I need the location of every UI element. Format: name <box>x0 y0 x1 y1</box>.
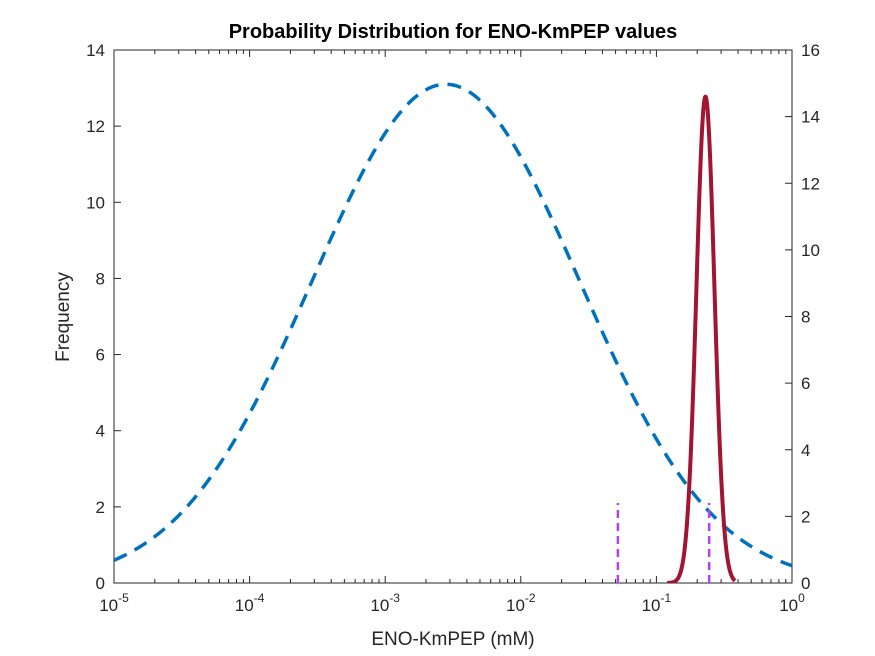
y-left-tick-label: 14 <box>86 41 105 60</box>
x-tick-exponent: -4 <box>254 591 265 605</box>
x-tick-base: 10 <box>99 596 118 615</box>
series-line-2 <box>665 94 737 583</box>
y-right-tick-label: 4 <box>801 441 810 460</box>
y-right-tick-label: 12 <box>801 174 820 193</box>
chart-title: Probability Distribution for ENO-KmPEP v… <box>229 21 678 43</box>
x-tick-label: 100 <box>779 591 805 615</box>
x-tick-base: 10 <box>235 596 254 615</box>
x-tick-exponent: -1 <box>661 591 672 605</box>
y-left-tick-label: 4 <box>96 422 105 441</box>
y-left-tick-label: 12 <box>86 117 105 136</box>
y-right-tick-label: 10 <box>801 241 820 260</box>
y-left-tick-label: 2 <box>96 498 105 517</box>
x-tick-base: 10 <box>370 596 389 615</box>
y-right-tick-label: 0 <box>801 574 810 593</box>
y-left-tick-label: 0 <box>96 574 105 593</box>
y-left-tick-label: 6 <box>96 346 105 365</box>
y-right-tick-label: 8 <box>801 308 810 327</box>
x-tick-base: 10 <box>779 596 798 615</box>
y-right-tick-label: 2 <box>801 507 810 526</box>
x-tick-exponent: -3 <box>389 591 400 605</box>
y-right-tick-label: 14 <box>801 108 820 127</box>
plot-area: 10-5 10-4 10-3 10-2 10-1 10002468101214024681… <box>86 41 820 615</box>
x-tick-label: 10-5 <box>99 591 129 615</box>
y-left-tick-label: 8 <box>96 269 105 288</box>
x-tick-base: 10 <box>506 596 525 615</box>
x-tick-label: 10-4 <box>235 591 265 615</box>
x-tick-exponent: -2 <box>525 591 536 605</box>
x-tick-exponent: -5 <box>118 591 129 605</box>
x-tick-label: 10-2 <box>506 591 536 615</box>
x-tick-exponent: 0 <box>798 591 805 605</box>
x-tick-base: 10 <box>642 596 661 615</box>
plot-frame <box>113 49 793 584</box>
y-left-tick-label: 10 <box>86 193 105 212</box>
y-right-tick-label: 6 <box>801 374 810 393</box>
y-right-tick-label: 16 <box>801 41 820 60</box>
x-axis-label: ENO-KmPEP (mM) <box>371 629 534 650</box>
series-line-1 <box>114 82 792 568</box>
y-axis-label: Frequency <box>53 272 74 362</box>
x-tick-label: 10-3 <box>370 591 400 615</box>
x-tick-label: 10-1 <box>642 591 672 615</box>
